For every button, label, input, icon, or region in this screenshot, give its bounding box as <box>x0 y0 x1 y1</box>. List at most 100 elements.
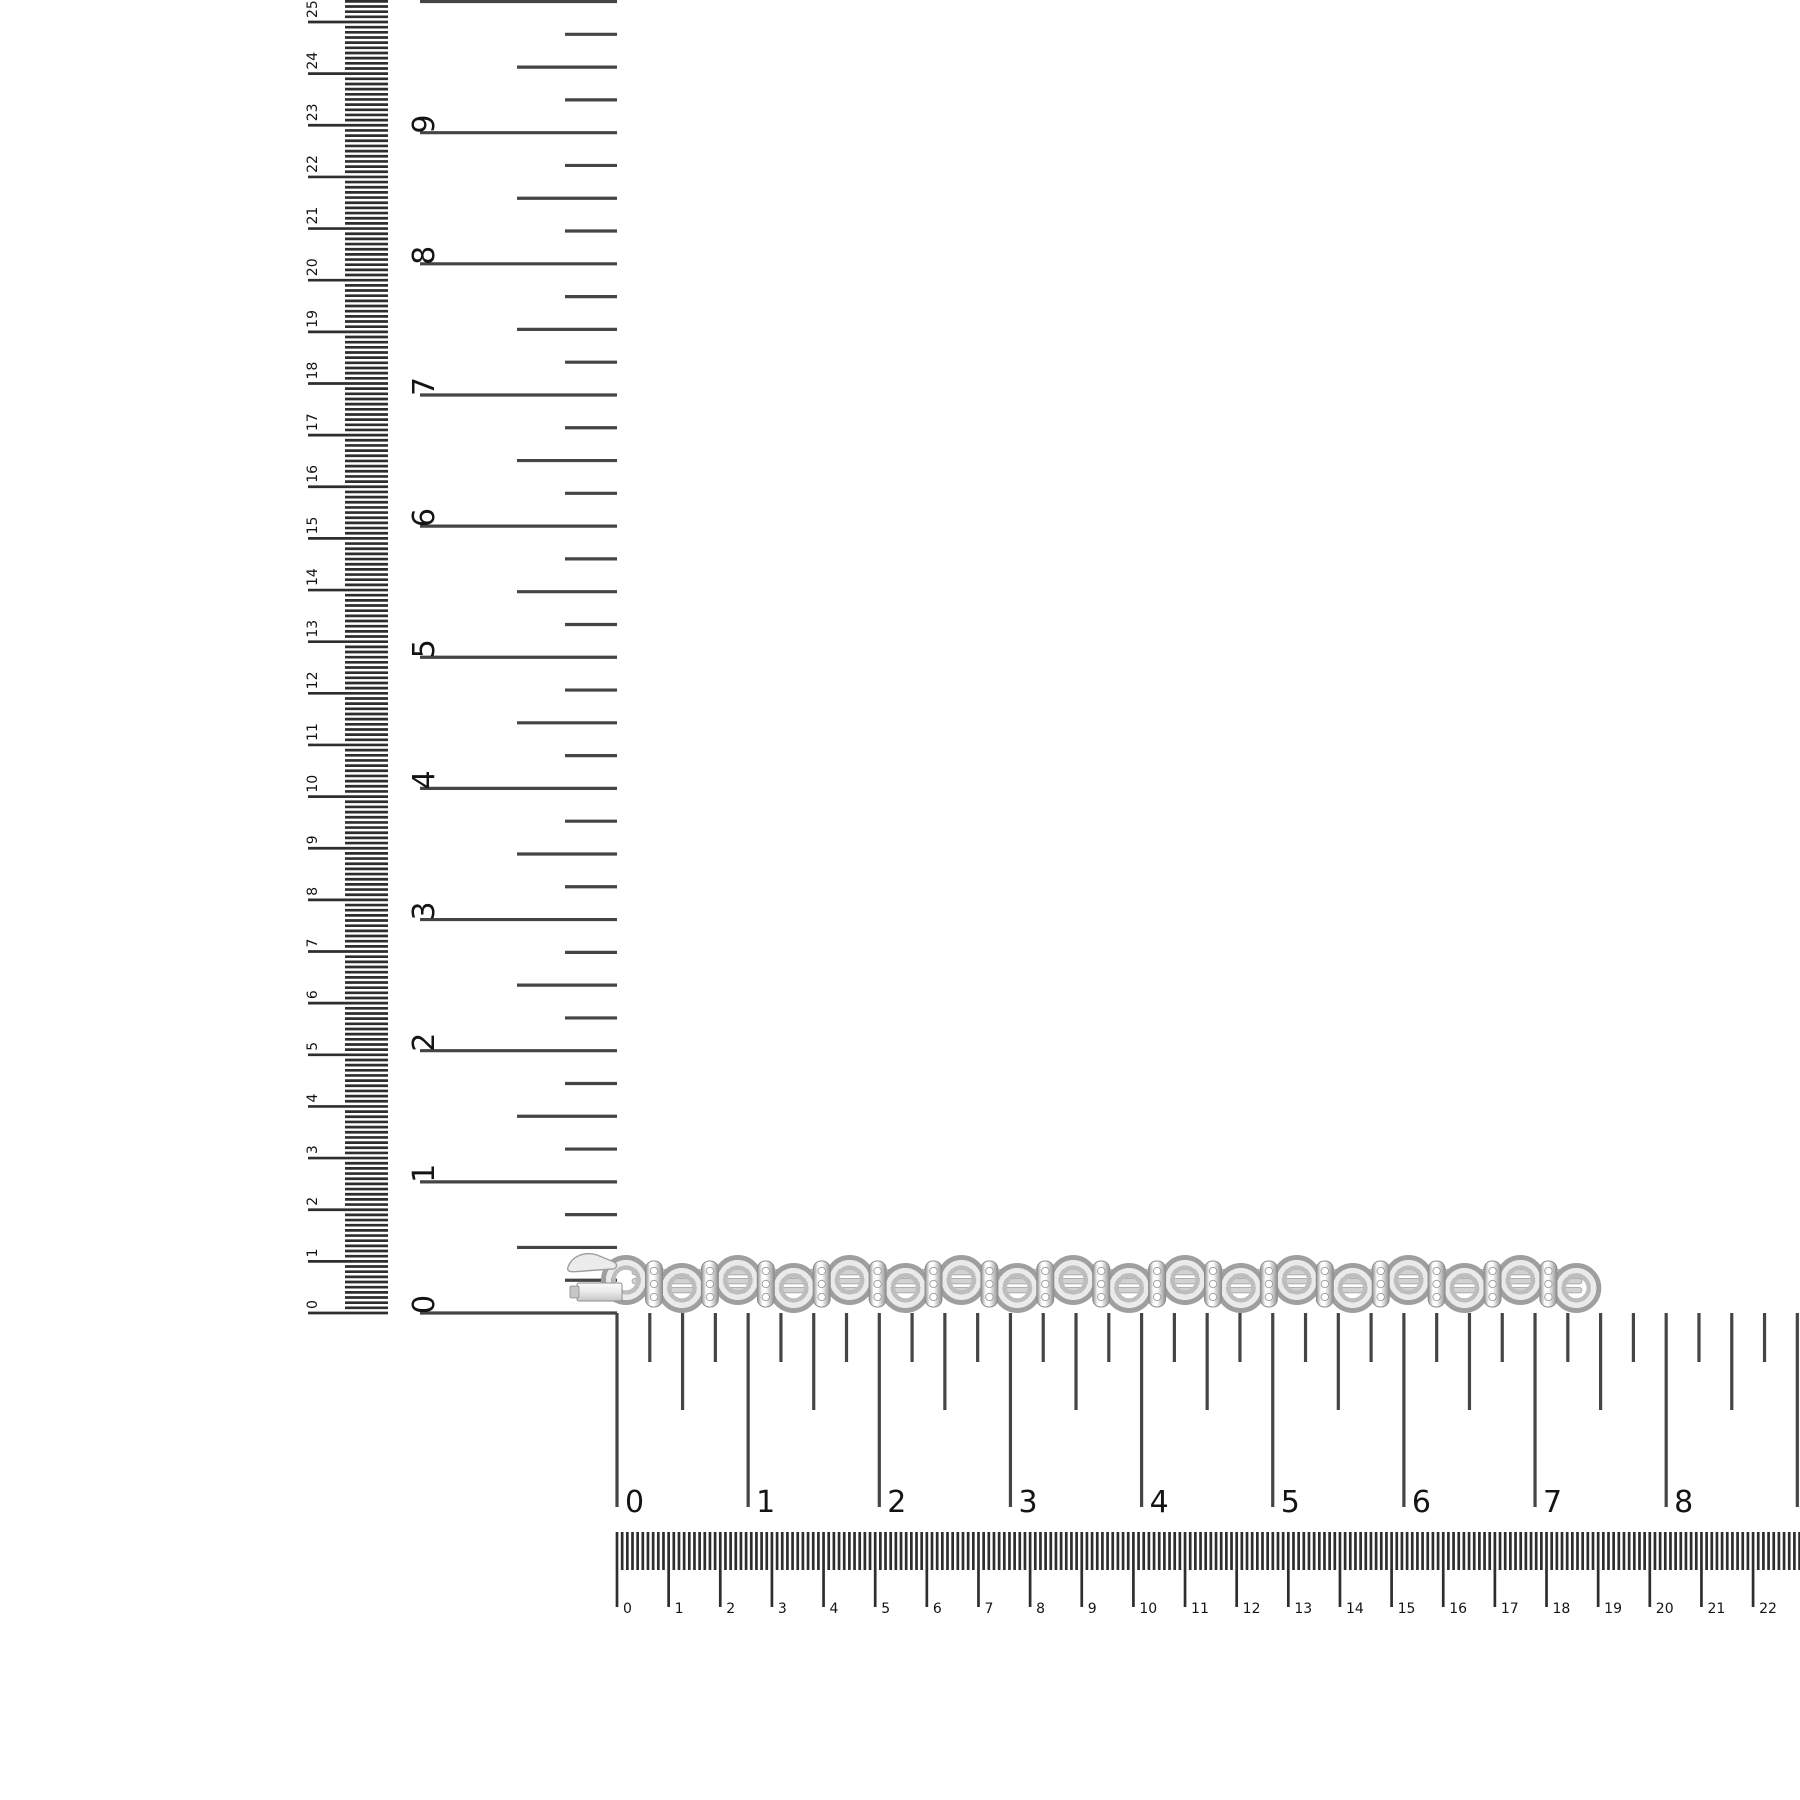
chain-capsule <box>645 1260 663 1308</box>
vertical-cm-label: 6 <box>305 990 321 999</box>
vertical-cm-label: 15 <box>305 517 321 535</box>
diamond <box>817 1266 826 1276</box>
horizontal-inch-ruler: 0 1 2 3 4 5 6 7 8 <box>615 1313 1799 1520</box>
diamond <box>1376 1266 1385 1276</box>
vertical-cm-label: 23 <box>305 103 321 121</box>
diamond <box>705 1279 715 1289</box>
vertical-inch-label: 4 <box>407 770 442 789</box>
vertical-cm-ruler-ticks <box>308 0 388 1315</box>
horizontal-cm-label: 21 <box>1707 1601 1725 1617</box>
horizontal-inch-label: 5 <box>1281 1485 1300 1520</box>
vertical-cm-label: 13 <box>305 620 321 638</box>
diamond <box>1152 1279 1162 1289</box>
vertical-cm-label: 19 <box>305 310 321 328</box>
clasp-tongue <box>566 1252 618 1273</box>
horizontal-inch-label: 0 <box>625 1485 644 1520</box>
diamond <box>1544 1292 1553 1302</box>
horizontal-cm-label: 20 <box>1656 1601 1674 1617</box>
horizontal-cm-label: 16 <box>1449 1601 1467 1617</box>
vertical-inch-label: 1 <box>407 1164 442 1183</box>
chain-capsule <box>756 1260 775 1308</box>
diamond <box>1544 1266 1553 1276</box>
horizontal-inch-label: 7 <box>1543 1485 1562 1520</box>
vertical-cm-label: 25 <box>305 0 321 18</box>
diamond <box>1544 1279 1553 1289</box>
vertical-cm-label: 1 <box>305 1248 321 1257</box>
vertical-cm-label: 5 <box>305 1042 321 1051</box>
diamond <box>705 1292 715 1302</box>
chain-capsule <box>700 1260 719 1308</box>
horizontal-cm-label: 2 <box>726 1601 735 1617</box>
diamond <box>1320 1279 1329 1289</box>
diamond <box>1208 1279 1218 1289</box>
diamond <box>817 1292 826 1302</box>
chain-capsule <box>1092 1260 1111 1308</box>
clasp-push-tab <box>569 1285 580 1299</box>
vertical-cm-label: 20 <box>305 258 321 276</box>
vertical-cm-label: 12 <box>305 671 321 689</box>
horizontal-cm-label: 17 <box>1501 1601 1519 1617</box>
chain-capsule <box>1259 1260 1278 1308</box>
diamond <box>1432 1266 1441 1276</box>
diamond <box>649 1292 659 1302</box>
vertical-inch-label: 9 <box>407 115 442 134</box>
diamond <box>985 1266 994 1276</box>
diamond <box>1264 1279 1274 1289</box>
diamond <box>1097 1279 1106 1289</box>
diamond <box>1041 1266 1050 1276</box>
vertical-inch-label: 5 <box>407 639 442 658</box>
diamond <box>929 1279 938 1289</box>
vertical-inch-label: 0 <box>407 1295 442 1314</box>
diamond <box>1041 1292 1050 1302</box>
horizontal-cm-label: 9 <box>1088 1601 1097 1617</box>
chain-capsule <box>1483 1260 1502 1308</box>
vertical-inch-label: 2 <box>407 1033 442 1052</box>
diamond <box>1208 1266 1218 1276</box>
vertical-cm-label: 4 <box>305 1093 321 1102</box>
vertical-inch-ruler: 0 1 2 3 4 5 6 7 8 9 <box>407 0 617 1315</box>
chain-capsule <box>1427 1260 1446 1308</box>
diamond <box>873 1279 882 1289</box>
horizontal-inch-label: 2 <box>887 1485 906 1520</box>
horizontal-cm-ruler: 0 1 2 3 4 5 6 7 8 9 10 11 12 13 14 15 16 17 18 19 20 21 22 <box>615 1532 1800 1617</box>
horizontal-cm-label: 11 <box>1191 1601 1209 1617</box>
vertical-cm-label: 0 <box>305 1300 321 1309</box>
diamond <box>761 1279 770 1289</box>
vertical-cm-label: 18 <box>305 362 321 380</box>
diamond <box>1488 1292 1497 1302</box>
horizontal-inch-label: 6 <box>1412 1485 1431 1520</box>
vertical-cm-label: 24 <box>305 52 321 70</box>
horizontal-cm-label: 6 <box>933 1601 942 1617</box>
horizontal-cm-label: 8 <box>1036 1601 1045 1617</box>
horizontal-cm-label: 3 <box>778 1601 787 1617</box>
diamond <box>985 1292 994 1302</box>
chain-capsule <box>980 1260 999 1308</box>
diamond <box>705 1266 715 1276</box>
vertical-cm-ruler: 0123456789101112131415161718192021222324… <box>305 0 388 1315</box>
vertical-cm-label: 9 <box>305 835 321 844</box>
diamond <box>1152 1266 1162 1276</box>
diamond <box>1376 1279 1385 1289</box>
horizontal-inch-label: 8 <box>1674 1485 1693 1520</box>
horizontal-cm-label: 15 <box>1398 1601 1416 1617</box>
chain-capsule <box>1148 1260 1167 1308</box>
diamond <box>1264 1266 1274 1276</box>
vertical-cm-label: 21 <box>305 207 321 225</box>
vertical-cm-label: 17 <box>305 413 321 431</box>
diamond <box>1264 1292 1274 1302</box>
diamond <box>873 1292 882 1302</box>
horizontal-cm-label: 13 <box>1294 1601 1312 1617</box>
diamond <box>1097 1292 1106 1302</box>
vertical-cm-label: 2 <box>305 1197 321 1206</box>
diamond <box>1432 1279 1441 1289</box>
diamond <box>1152 1292 1162 1302</box>
horizontal-cm-label: 7 <box>984 1601 993 1617</box>
horizontal-inch-label: 4 <box>1150 1485 1169 1520</box>
diamond <box>817 1279 826 1289</box>
bracelet <box>566 1252 1602 1313</box>
diamond <box>985 1279 994 1289</box>
vertical-cm-label: 22 <box>305 155 321 173</box>
clasp-box <box>576 1282 623 1302</box>
horizontal-cm-label: 1 <box>675 1601 684 1617</box>
